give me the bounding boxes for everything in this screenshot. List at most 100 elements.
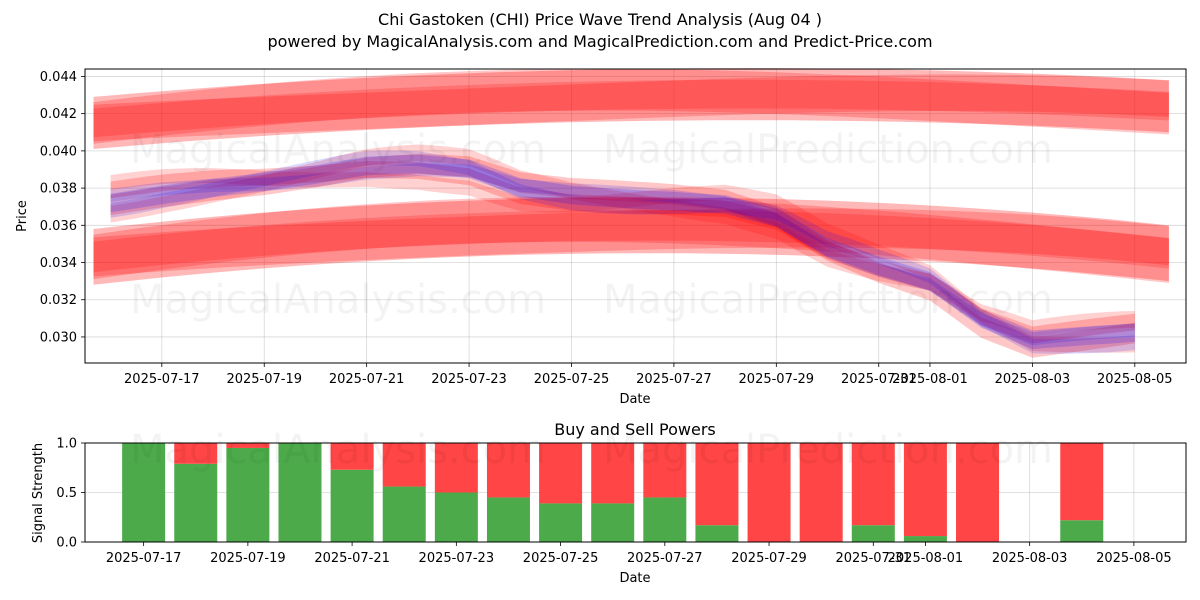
sell-bar	[434, 443, 478, 493]
price-x-ticks: 2025-07-17 2025-07-19 2025-07-21 2025-07-23…	[124, 363, 1173, 387]
buy-bar	[1060, 520, 1104, 542]
price-x-label: Date	[619, 392, 650, 407]
sell-bar	[539, 443, 583, 504]
price-y-tick-label: 0.038	[40, 182, 77, 197]
power-title: Buy and Sell Powers	[554, 420, 716, 439]
chart-title: Chi Gastoken (CHI) Price Wave Trend Anal…	[378, 10, 822, 29]
power-bars	[122, 443, 1104, 542]
sell-bar	[226, 443, 270, 448]
price-x-tick-label: 2025-07-25	[534, 372, 610, 387]
price-x-tick-label: 2025-07-29	[739, 372, 815, 387]
price-plot: MagicalAnalysis.com MagicalPrediction.co…	[15, 68, 1187, 407]
buy-bar	[122, 443, 166, 542]
price-x-tick-label: 2025-07-27	[636, 372, 712, 387]
price-y-tick-label: 0.036	[40, 219, 77, 234]
power-x-tick-label: 2025-07-25	[523, 551, 599, 566]
buy-bar	[434, 492, 478, 542]
price-x-tick-label: 2025-08-03	[995, 372, 1071, 387]
price-x-tick-label: 2025-07-21	[329, 372, 405, 387]
price-band-lower	[93, 197, 1169, 285]
sell-bar	[799, 443, 843, 542]
price-wave-red	[110, 161, 1135, 344]
power-x-tick-label: 2025-07-17	[106, 551, 182, 566]
sell-bar	[1060, 443, 1104, 521]
price-y-tick-label: 0.030	[40, 330, 77, 345]
power-x-tick-label: 2025-08-01	[888, 551, 964, 566]
watermark-prediction: MagicalPrediction.com	[603, 427, 1053, 473]
power-plot: Buy and Sell Powers MagicalAnalysis.com …	[31, 420, 1187, 586]
watermark-analysis: MagicalAnalysis.com	[130, 127, 546, 173]
price-band-upper	[93, 74, 1169, 142]
power-y-tick-label: 0.5	[56, 486, 77, 501]
buy-bar	[382, 486, 426, 542]
price-wave-blue	[110, 163, 1135, 346]
price-band-lower	[93, 197, 1169, 283]
sell-bar	[851, 443, 895, 526]
power-y-tick-label: 0.0	[56, 536, 77, 551]
price-plot-frame	[85, 69, 1186, 363]
price-wave-red	[110, 153, 1135, 358]
sell-bar	[695, 443, 739, 526]
sell-bar	[174, 443, 218, 464]
sell-bar	[486, 443, 530, 498]
sell-bar	[956, 443, 1000, 542]
sell-bar	[591, 443, 635, 504]
buy-bar	[278, 443, 322, 542]
price-y-ticks: 0.030 0.032 0.034 0.036 0.038 0.040 0.042 0.044	[40, 70, 85, 345]
power-x-tick-label: 2025-07-27	[627, 551, 703, 566]
sell-bar	[382, 443, 426, 487]
price-waves	[110, 144, 1135, 358]
power-y-label: Signal Strength	[31, 443, 46, 543]
buy-bar	[591, 503, 635, 542]
price-band-lower	[93, 208, 1169, 277]
price-y-tick-label: 0.032	[40, 293, 77, 308]
chart-subtitle: powered by MagicalAnalysis.com and Magic…	[267, 32, 932, 51]
sell-bar	[903, 443, 947, 537]
buy-bar	[330, 469, 374, 542]
buy-bar	[486, 497, 530, 542]
price-bands	[93, 68, 1169, 285]
price-wave-blue	[110, 154, 1135, 350]
price-band-upper	[93, 79, 1169, 138]
price-x-tick-label: 2025-07-17	[124, 372, 200, 387]
price-y-tick-label: 0.034	[40, 256, 77, 271]
price-y-tick-label: 0.040	[40, 144, 77, 159]
power-y-ticks: 0.0 0.5 1.0	[56, 437, 85, 551]
price-x-tick-label: 2025-07-19	[226, 372, 302, 387]
sell-bar	[330, 443, 374, 470]
price-y-tick-label: 0.044	[40, 70, 77, 85]
price-x-tick-label: 2025-08-01	[892, 372, 968, 387]
price-y-tick-label: 0.042	[40, 107, 77, 122]
buy-bar	[903, 536, 947, 542]
power-x-tick-label: 2025-07-31	[836, 551, 912, 566]
power-x-label: Date	[619, 571, 650, 586]
watermark-prediction: MagicalPrediction.com	[603, 127, 1053, 173]
price-wave-red	[110, 168, 1135, 353]
power-x-tick-label: 2025-07-19	[210, 551, 286, 566]
power-y-tick-label: 1.0	[56, 437, 77, 452]
buy-bar	[643, 497, 687, 542]
price-watermarks: MagicalAnalysis.com MagicalPrediction.co…	[130, 127, 1053, 323]
watermark-prediction: MagicalPrediction.com	[603, 277, 1053, 323]
price-plot-border	[84, 68, 1187, 364]
price-x-tick-label: 2025-07-23	[431, 372, 507, 387]
power-x-tick-label: 2025-08-03	[992, 551, 1068, 566]
sell-bar	[747, 443, 791, 542]
price-band-upper	[93, 68, 1169, 149]
price-x-tick-label: 2025-08-05	[1097, 372, 1173, 387]
watermark-analysis: MagicalAnalysis.com	[130, 277, 546, 323]
power-x-tick-label: 2025-08-05	[1096, 551, 1172, 566]
buy-bar	[174, 463, 218, 542]
buy-bar	[539, 503, 583, 542]
power-x-tick-label: 2025-07-29	[731, 551, 807, 566]
price-band-upper	[93, 68, 1169, 144]
buy-bar	[851, 525, 895, 542]
buy-bar	[695, 525, 739, 542]
sell-bar	[643, 443, 687, 498]
price-band-lower	[93, 209, 1169, 273]
buy-bar	[226, 447, 270, 542]
power-watermarks: MagicalAnalysis.com MagicalPrediction.co…	[130, 427, 1053, 473]
price-grid	[85, 69, 1186, 363]
watermark-analysis: MagicalAnalysis.com	[130, 427, 546, 473]
